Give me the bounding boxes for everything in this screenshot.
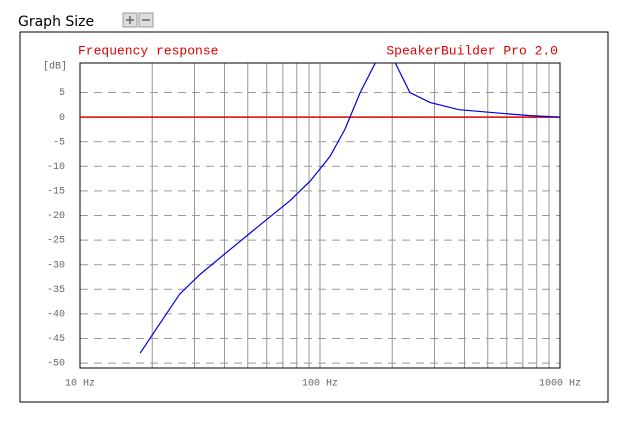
y-tick-label: -10 xyxy=(47,162,65,173)
x-tick-label: 100 Hz xyxy=(302,379,338,390)
x-tick-label: 10 Hz xyxy=(65,379,95,390)
y-tick-label: -20 xyxy=(47,211,65,222)
y-tick-label: -15 xyxy=(47,187,65,198)
y-tick-label: -35 xyxy=(47,285,65,296)
y-tick-label: -5 xyxy=(53,137,65,148)
y-tick-label: -45 xyxy=(47,334,65,345)
y-axis-label: [dB] xyxy=(43,61,67,73)
y-tick-label: 0 xyxy=(59,113,65,124)
chart-title: Frequency response xyxy=(78,43,218,58)
y-tick-label: -40 xyxy=(47,310,65,321)
graph-size-label: Graph Size xyxy=(18,14,94,30)
y-tick-label: -50 xyxy=(47,359,65,370)
response-curve xyxy=(139,63,560,354)
y-tick-label: -25 xyxy=(47,236,65,247)
y-tick-label: 5 xyxy=(59,88,65,99)
y-tick-label: -30 xyxy=(47,260,65,271)
chart-frame xyxy=(19,31,609,403)
plot-border xyxy=(79,62,561,369)
zoom-out-button[interactable] xyxy=(138,12,154,28)
chart-subtitle: SpeakerBuilder Pro 2.0 xyxy=(386,43,558,58)
zoom-in-button[interactable] xyxy=(122,12,138,28)
x-tick-label: 1000 Hz xyxy=(539,379,581,390)
